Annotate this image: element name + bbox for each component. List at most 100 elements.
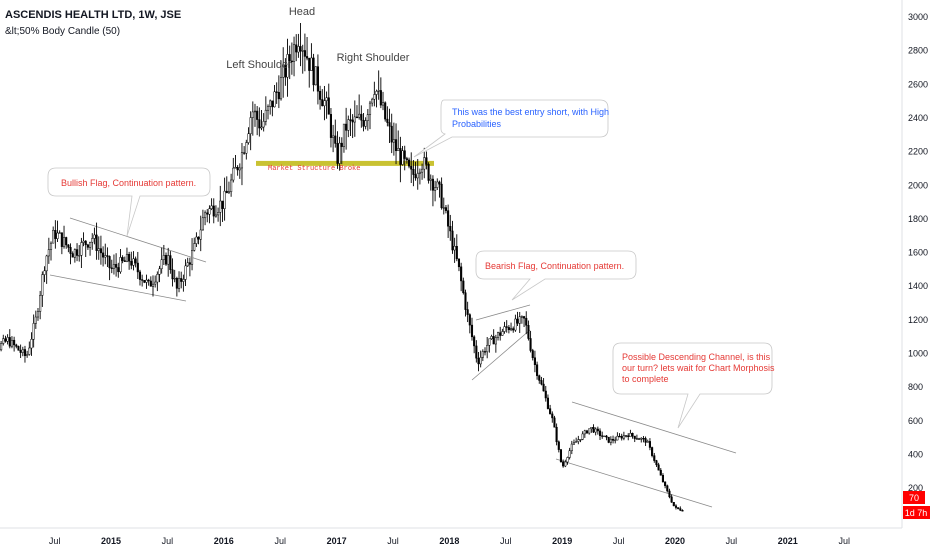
candle-body bbox=[570, 443, 573, 452]
candle-body bbox=[503, 326, 506, 332]
candle-body bbox=[271, 100, 274, 108]
candle-body bbox=[512, 328, 515, 331]
candle-body bbox=[351, 119, 354, 123]
callout-bearish-flag[interactable]: Bearish Flag, Continuation pattern. bbox=[475, 250, 637, 301]
candle-body bbox=[440, 183, 443, 209]
candle-body bbox=[557, 441, 560, 450]
candle-body bbox=[49, 242, 53, 250]
bullish-flag-upper-line[interactable] bbox=[69, 217, 207, 263]
candle-body bbox=[223, 190, 226, 209]
callout-best-entry[interactable]: This was the best entry short, with High… bbox=[413, 99, 609, 158]
candle-body bbox=[475, 345, 478, 359]
price-tick-label: 1600 bbox=[908, 248, 928, 258]
callout-descending-channel[interactable]: Possible Descending Channel, is this our… bbox=[612, 342, 775, 429]
countdown-badge bbox=[903, 506, 930, 519]
candle-body bbox=[214, 214, 217, 217]
candle-body bbox=[303, 50, 306, 57]
candle-body bbox=[199, 229, 202, 240]
candle-body bbox=[607, 436, 610, 443]
candle-body bbox=[481, 351, 484, 358]
candle-body bbox=[388, 122, 391, 127]
bearish-flag-lower-line[interactable] bbox=[471, 329, 531, 381]
candle-series[interactable] bbox=[0, 22, 684, 512]
bearish-flag-upper-line[interactable] bbox=[475, 304, 531, 321]
candle-body bbox=[102, 252, 105, 258]
candle-body bbox=[32, 323, 35, 340]
time-tick-label: 2021 bbox=[778, 536, 798, 546]
pattern-lines bbox=[49, 217, 737, 508]
candle-body bbox=[60, 232, 63, 247]
candle-body bbox=[78, 255, 81, 257]
price-tick-label: 2000 bbox=[908, 180, 928, 190]
candle-body bbox=[596, 428, 599, 432]
descending-channel-upper-line[interactable] bbox=[571, 401, 737, 454]
candle-body bbox=[631, 432, 634, 437]
candle-body bbox=[601, 435, 604, 437]
candle-body bbox=[579, 439, 582, 441]
candle-body bbox=[494, 337, 497, 345]
descending-channel-lower-line[interactable] bbox=[555, 458, 713, 508]
candle-body bbox=[219, 200, 222, 213]
candle-body bbox=[43, 270, 46, 275]
candle-body bbox=[368, 102, 372, 115]
candle-body bbox=[30, 338, 33, 349]
candle-body bbox=[212, 205, 215, 217]
candle-body bbox=[496, 332, 500, 338]
candle-body bbox=[399, 148, 402, 165]
candle-body bbox=[282, 64, 285, 78]
candle-body bbox=[616, 435, 619, 441]
candle-body bbox=[529, 338, 532, 351]
price-axis[interactable]: 200 400 600 800 1000 1200 1400 1600 1800 2000 2200… bbox=[908, 12, 928, 493]
candle-body bbox=[664, 481, 667, 486]
indicator-label: &lt;50% Body Candle (50) bbox=[5, 26, 120, 37]
candle-body bbox=[62, 237, 66, 247]
candle-body bbox=[679, 508, 682, 511]
price-tick-label: 2800 bbox=[908, 46, 928, 56]
candle-body bbox=[421, 168, 424, 173]
candle-body bbox=[464, 292, 467, 310]
candle-body bbox=[386, 118, 389, 123]
candle-body bbox=[681, 510, 684, 512]
candle-body bbox=[431, 178, 434, 191]
bullish-flag-lower-line[interactable] bbox=[49, 274, 187, 302]
candle-body bbox=[26, 354, 29, 356]
candle-body bbox=[627, 435, 630, 438]
candle-body bbox=[329, 114, 332, 138]
candle-body bbox=[325, 97, 328, 101]
candle-body bbox=[284, 64, 287, 78]
candle-body bbox=[460, 266, 463, 282]
candle-body bbox=[544, 390, 547, 399]
candle-body bbox=[323, 100, 326, 107]
candle-body bbox=[290, 60, 293, 63]
candle-body bbox=[93, 234, 96, 239]
candle-body bbox=[473, 336, 476, 347]
candle-body bbox=[36, 311, 40, 318]
candle-body bbox=[310, 57, 313, 71]
candle-body bbox=[130, 261, 133, 266]
candle-body bbox=[470, 324, 474, 338]
callout-bullish-flag[interactable]: Bullish Flag, Continuation pattern. bbox=[47, 167, 211, 237]
candle-body bbox=[319, 90, 322, 100]
candle-body bbox=[533, 357, 536, 365]
candle-body bbox=[408, 159, 411, 167]
candle-body bbox=[321, 99, 324, 107]
candle-body bbox=[516, 318, 519, 324]
candle-body bbox=[56, 232, 59, 239]
time-axis[interactable]: Jul 2015 Jul 2016 Jul 2017 Jul 2018 Jul 2019 Jul 20… bbox=[49, 536, 850, 546]
neckline-highlight[interactable] bbox=[256, 160, 434, 166]
candle-body bbox=[659, 469, 662, 476]
candle-body bbox=[162, 255, 165, 260]
candle-body bbox=[392, 139, 395, 143]
countdown-value: 1d 7h bbox=[905, 508, 928, 518]
candle-body bbox=[108, 256, 111, 269]
candle-body bbox=[115, 264, 118, 268]
candle-body bbox=[299, 46, 302, 52]
candle-body bbox=[442, 207, 445, 209]
candle-body bbox=[505, 326, 508, 328]
candle-body bbox=[644, 438, 647, 443]
candle-body bbox=[301, 50, 304, 52]
candle-body bbox=[462, 280, 465, 294]
candle-body bbox=[80, 242, 83, 256]
candle-body bbox=[625, 435, 628, 437]
